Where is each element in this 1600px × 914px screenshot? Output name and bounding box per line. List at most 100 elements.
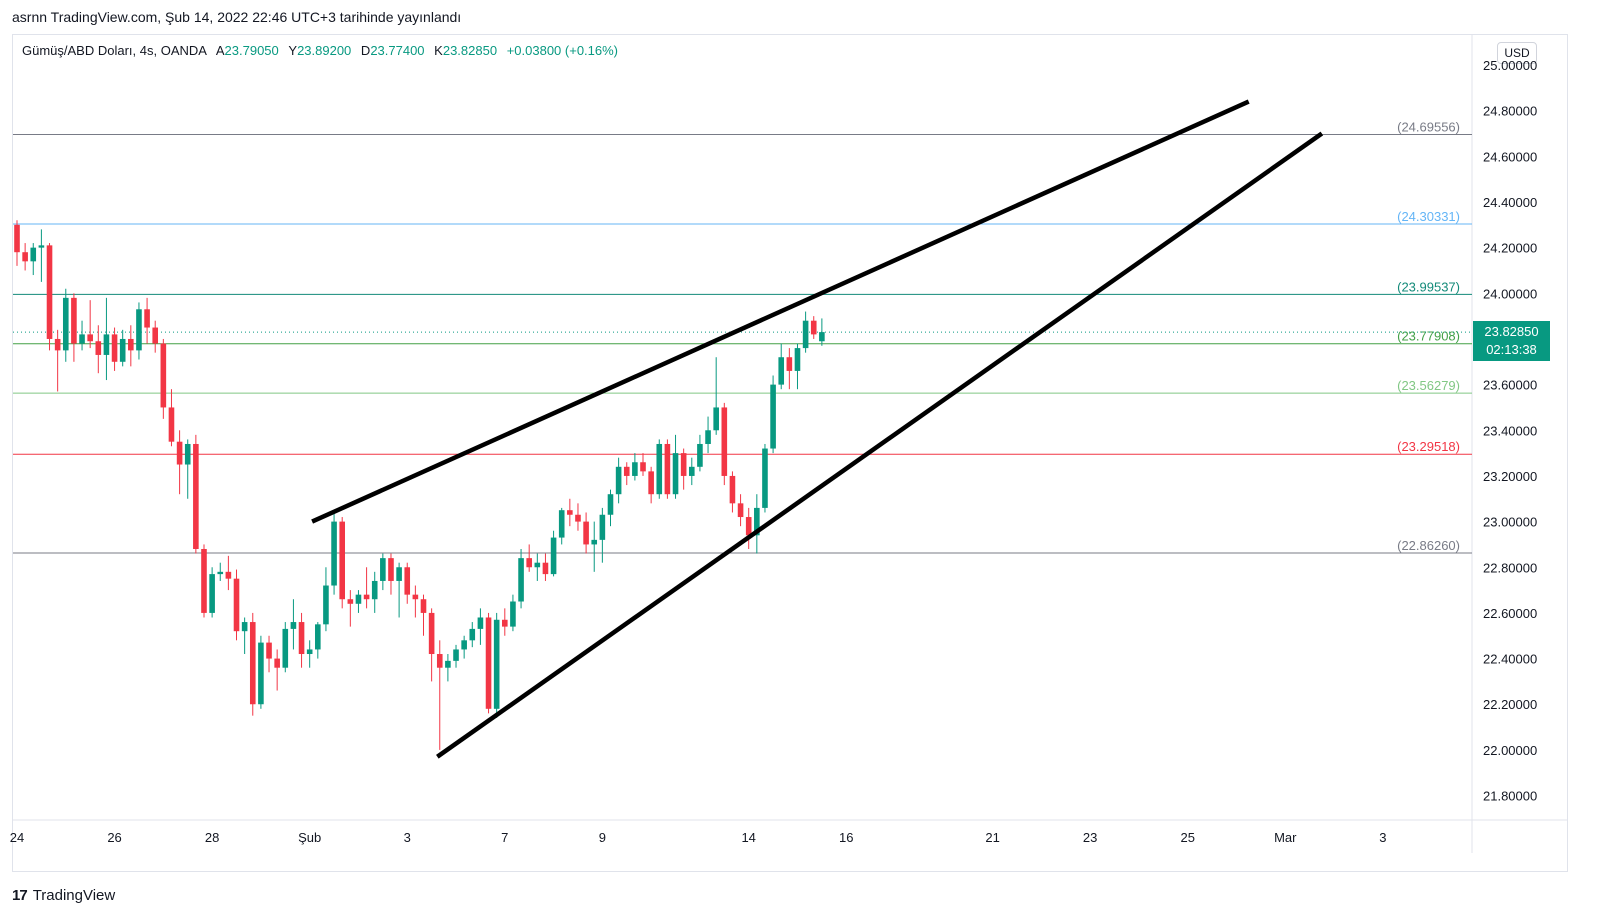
candle-body [705,430,711,444]
x-tick-label: 9 [599,830,606,845]
candle-body [607,494,614,515]
open-value: 23.79050 [224,43,279,58]
x-tick-label: 25 [1180,830,1194,845]
candle [388,553,394,595]
candle-body [656,443,663,495]
candle-body [420,599,427,613]
candle [518,548,524,609]
candle [575,503,581,531]
candle [79,320,85,351]
candle [290,599,297,650]
candle [632,453,638,481]
candle [623,462,630,486]
candle-body [794,348,801,371]
candle-body [493,619,500,709]
candle-body [274,658,280,668]
candle [607,489,614,527]
candle [95,325,102,374]
candle [477,608,484,645]
candle [770,375,776,454]
candle-body [46,245,53,339]
symbol-title[interactable]: Gümüş/ABD Doları, 4s, OANDA [22,43,207,58]
candle [103,297,110,381]
candle-body [632,462,638,476]
candle [371,571,378,613]
candle-body [144,309,150,328]
candle-body [201,548,207,613]
candle-body [306,649,313,655]
candle-body [680,453,687,476]
candle [420,594,427,636]
candle [249,612,256,716]
trend-lines[interactable] [311,99,1324,759]
candle [144,297,150,344]
candle [615,457,622,504]
candle-body [721,407,728,476]
open-label: A [215,43,225,58]
candle [599,507,606,563]
candle-body [754,507,760,536]
candle-body [778,357,785,385]
candle [461,635,467,659]
candle [640,453,646,476]
candle-body [380,558,386,581]
y-tick-label: 22.80000 [1483,560,1537,575]
y-tick-label: 24.40000 [1483,195,1537,210]
tradingview-brand[interactable]: 17 TradingView [12,887,115,904]
candle [274,649,280,691]
candle [152,320,159,353]
candle [436,640,443,750]
low-value: 23.77400 [370,43,425,58]
publication-info: asrnn TradingView.com, Şub 14, 2022 22:4… [12,9,462,25]
candle-body [258,642,264,705]
candle [62,288,69,362]
candle-body [802,320,809,349]
candle-body [412,594,419,600]
candle-body [558,510,565,538]
candle [128,325,134,367]
candle [428,608,435,682]
candle-body [176,441,183,465]
candle-body [355,594,362,604]
y-tick-label: 22.40000 [1483,652,1537,667]
candle [502,608,508,636]
change-value: +0.03800 (+0.16%) [506,43,619,58]
y-tick-label: 22.00000 [1483,743,1537,758]
candle-body [404,567,411,595]
price-axis[interactable]: 25.00000 24.80000 24.60000 24.40000 24.20000… [1483,58,1537,804]
y-tick-label: 24.00000 [1483,286,1537,301]
candle-body [168,407,175,442]
y-tick-label: 23.40000 [1483,423,1537,438]
candle [802,311,809,353]
candle-body [160,343,167,408]
candle-body [550,537,557,575]
candle [534,553,541,581]
candle-body [363,594,370,600]
candle-body [233,578,240,632]
candle-body [461,640,467,650]
candle-body [526,558,532,568]
candle-body [688,466,695,476]
candle [331,512,337,595]
candle [168,389,175,447]
candle-body [217,571,224,575]
candle-body [648,471,654,495]
candle-body [567,510,573,515]
candle-body [575,514,581,522]
candle-body [22,252,28,262]
candle-body [282,628,289,668]
candle [680,448,687,490]
candle [323,567,329,632]
time-axis[interactable]: 24 26 28 Şub 3 7 9 14 16 21 23 25 Mar 3 [10,830,1387,845]
candle [209,567,215,618]
candle [363,567,370,609]
candle-body [436,654,443,668]
candle-body [193,443,199,549]
level-label: (23.77908) [1397,329,1460,344]
currency-button[interactable]: USD [1497,42,1537,64]
candle [737,494,744,527]
candle [258,635,264,709]
candle-body [615,466,622,495]
candle-body [152,327,159,344]
